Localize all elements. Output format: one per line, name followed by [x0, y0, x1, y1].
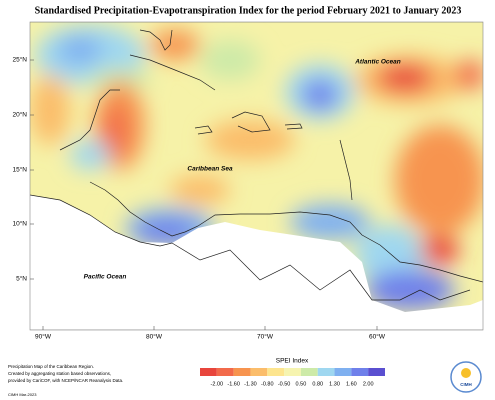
lon-label: 80°W [146, 333, 163, 341]
footer-line: Precipitation Map of the Caribbean Regio… [8, 364, 94, 369]
legend-tick: -0.80 [261, 381, 274, 387]
lat-label: 25°N [12, 56, 27, 64]
legend-swatch [334, 368, 352, 376]
ocean-label: Atlantic Ocean [354, 59, 401, 66]
lat-label: 15°N [12, 166, 27, 174]
lat-label: 20°N [12, 111, 27, 119]
legend-tick: 0.80 [312, 381, 323, 387]
lat-label: 5°N [16, 275, 27, 283]
title: Standardised Precipitation-Evapotranspir… [35, 5, 462, 16]
credit: CIMH Mar-2023 [8, 392, 37, 397]
legend-tick: -1.60 [227, 381, 240, 387]
legend-swatch [233, 368, 251, 376]
legend-swatch [216, 368, 234, 376]
logo-text: CIMH [460, 382, 472, 387]
legend-tick: -1.30 [244, 381, 257, 387]
legend-tick: 1.60 [346, 381, 357, 387]
lon-label: 60°W [369, 333, 386, 341]
legend-swatch [300, 368, 318, 376]
legend-swatch [200, 368, 217, 376]
legend-swatch [368, 368, 385, 376]
lon-label: 70°W [257, 333, 274, 341]
footer-line: provided by CariCOF, with NCEP/NCAR Rean… [8, 378, 123, 383]
legend-swatch [351, 368, 369, 376]
legend-title: SPEI Index [276, 358, 309, 365]
footer-line: Created by aggregating station based obs… [8, 371, 111, 376]
legend-tick: 0.50 [296, 381, 307, 387]
legend-swatch [250, 368, 268, 376]
lon-label: 90°W [35, 333, 52, 341]
legend-swatch [267, 368, 285, 376]
legend-swatch [284, 368, 301, 376]
ocean-label: Pacific Ocean [84, 274, 127, 281]
legend-tick: -2.00 [211, 381, 224, 387]
logo-sun [461, 368, 471, 378]
legend-tick: 1.30 [329, 381, 340, 387]
lat-label: 10°N [12, 220, 27, 228]
legend-tick: 2.00 [363, 381, 374, 387]
legend-swatch [317, 368, 335, 376]
legend-tick: -0.50 [278, 381, 291, 387]
map [30, 22, 483, 330]
sea-label: Caribbean Sea [187, 166, 233, 173]
